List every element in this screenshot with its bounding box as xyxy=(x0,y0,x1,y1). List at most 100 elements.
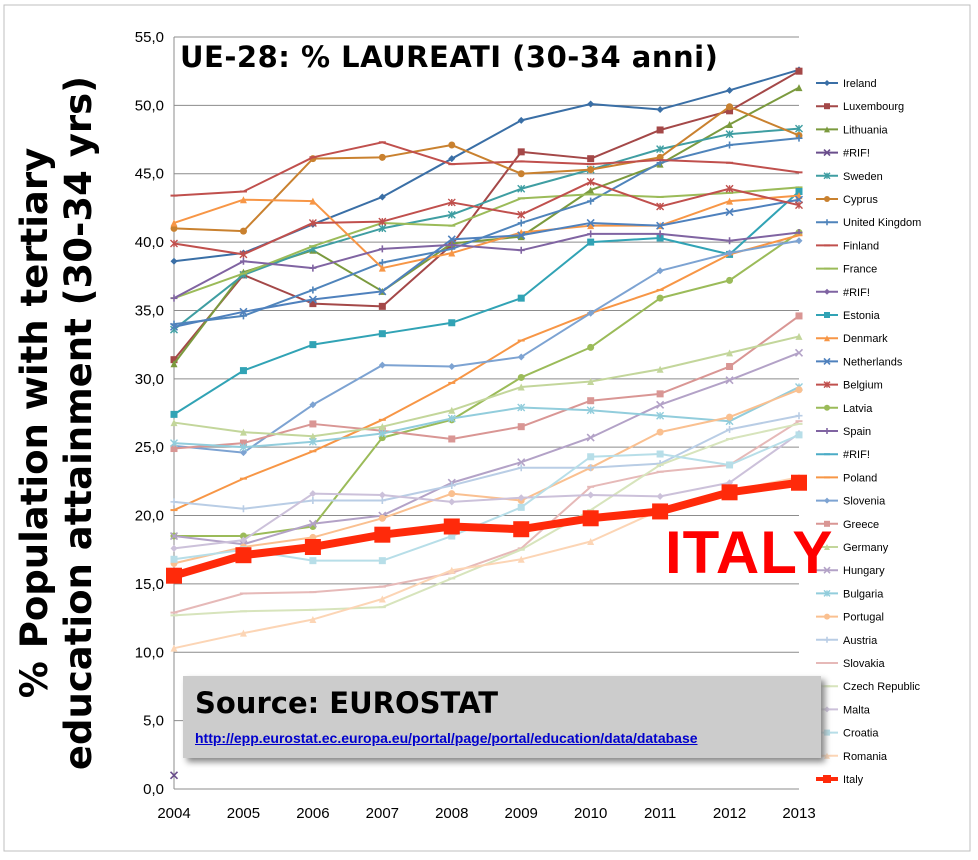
series-line xyxy=(173,194,800,270)
series-point xyxy=(170,294,178,302)
series-belgium xyxy=(170,177,803,259)
x-tick-label: 2005 xyxy=(227,805,260,822)
series-point xyxy=(517,184,526,193)
y-tick-label: 35,0 xyxy=(135,302,164,319)
series-point xyxy=(309,197,317,205)
series-greece xyxy=(170,312,803,453)
series-point xyxy=(725,184,734,193)
series-bulgaria xyxy=(170,383,803,452)
legend-item: Cyprus xyxy=(816,194,878,206)
series-point xyxy=(656,230,664,238)
series-point xyxy=(309,497,317,505)
legend-item: Portugal xyxy=(816,612,884,624)
legend: Ireland Luxembourg Lithuania #RIF! Sweden Cyp… xyxy=(816,78,921,786)
legend-label: Hungary xyxy=(843,565,885,577)
legend-label: Germany xyxy=(843,542,889,554)
legend-label: Cyprus xyxy=(843,194,878,206)
series-point xyxy=(824,126,830,133)
series-point xyxy=(587,155,595,163)
legend-item: Romania xyxy=(816,751,888,763)
series-point xyxy=(824,520,830,527)
series-point xyxy=(587,222,595,230)
source-link[interactable]: http://epp.eurostat.ec.europa.eu/portal/… xyxy=(195,730,698,746)
series-poland xyxy=(170,234,803,512)
series-point xyxy=(726,107,734,115)
x-tick-label: 2010 xyxy=(574,805,607,822)
legend-item: Bulgaria xyxy=(816,588,884,600)
series-point xyxy=(448,249,456,257)
series-point xyxy=(170,544,178,552)
legend-label: United Kingdom xyxy=(843,217,921,229)
series-point xyxy=(726,413,734,421)
series-line xyxy=(173,420,800,614)
series-point xyxy=(378,429,387,438)
y-tick-label: 40,0 xyxy=(135,234,164,251)
series-point xyxy=(656,365,664,373)
series-point xyxy=(824,729,830,736)
series-point xyxy=(652,503,669,520)
legend-label: Netherlands xyxy=(843,356,903,368)
series-point xyxy=(170,257,178,265)
series-point xyxy=(656,126,664,134)
series-point xyxy=(726,121,734,129)
legend-item: Hungary xyxy=(816,565,885,577)
chart-border xyxy=(3,4,971,852)
series-point xyxy=(448,141,456,149)
series-point xyxy=(587,309,595,317)
series-point xyxy=(725,376,734,385)
y-tick-label: 25,0 xyxy=(135,439,164,456)
y-tick-label: 0,0 xyxy=(143,781,164,798)
series-point xyxy=(378,595,386,603)
series-point xyxy=(824,219,830,226)
series-point xyxy=(448,319,456,327)
x-tick-label: 2012 xyxy=(713,805,746,822)
legend-item: Austria xyxy=(816,635,878,647)
legend-label: #RIF! xyxy=(843,148,870,160)
y-tick-label: 55,0 xyxy=(135,29,164,46)
series-point xyxy=(726,249,734,257)
legend-label: Lithuania xyxy=(843,124,889,136)
series-point xyxy=(170,555,178,563)
series-point xyxy=(587,238,595,246)
series-point xyxy=(239,536,247,544)
series-line xyxy=(173,351,800,546)
series-point xyxy=(587,186,595,194)
series-point xyxy=(170,360,178,368)
series-point xyxy=(517,383,525,391)
legend-label: Italy xyxy=(843,774,864,786)
series-point xyxy=(823,357,831,365)
series-sweden xyxy=(170,124,803,334)
series-point xyxy=(378,217,387,226)
series-point xyxy=(726,461,734,469)
series-point xyxy=(517,403,526,412)
legend-item: Slovenia xyxy=(816,496,886,508)
series-point xyxy=(656,145,665,154)
series-point xyxy=(587,538,595,546)
legend-item: Ireland xyxy=(816,78,877,90)
series-point xyxy=(517,219,525,227)
series-point xyxy=(517,503,525,511)
series-point xyxy=(795,84,803,92)
series-point xyxy=(726,103,734,111)
series-line xyxy=(173,231,800,300)
y-tick-label: 10,0 xyxy=(135,644,164,661)
series-point xyxy=(448,155,456,163)
series-point xyxy=(795,431,803,439)
series-point xyxy=(656,202,665,211)
series-point xyxy=(517,148,525,156)
series-point xyxy=(447,210,456,219)
series-point xyxy=(823,775,831,783)
legend-label: Finland xyxy=(843,240,879,252)
x-tick-label: 2011 xyxy=(644,805,676,822)
series-point xyxy=(448,532,456,540)
series-point xyxy=(726,237,734,245)
series-point xyxy=(308,519,317,528)
legend-label: Ireland xyxy=(843,78,877,90)
series-point xyxy=(309,401,317,409)
legend-item: Germany xyxy=(816,542,889,554)
series-point xyxy=(824,404,830,411)
series-line xyxy=(173,137,800,326)
series-point xyxy=(587,453,595,461)
series-slovenia xyxy=(170,237,803,457)
